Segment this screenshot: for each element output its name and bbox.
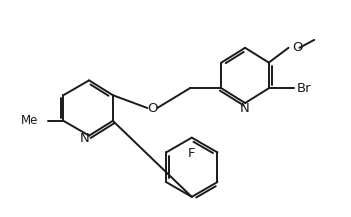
Text: Br: Br bbox=[297, 82, 311, 95]
Text: Me: Me bbox=[20, 114, 38, 127]
Text: N: N bbox=[240, 102, 250, 115]
Text: N: N bbox=[79, 132, 89, 145]
Text: F: F bbox=[188, 146, 196, 159]
Text: O: O bbox=[292, 41, 303, 54]
Text: O: O bbox=[147, 102, 158, 115]
